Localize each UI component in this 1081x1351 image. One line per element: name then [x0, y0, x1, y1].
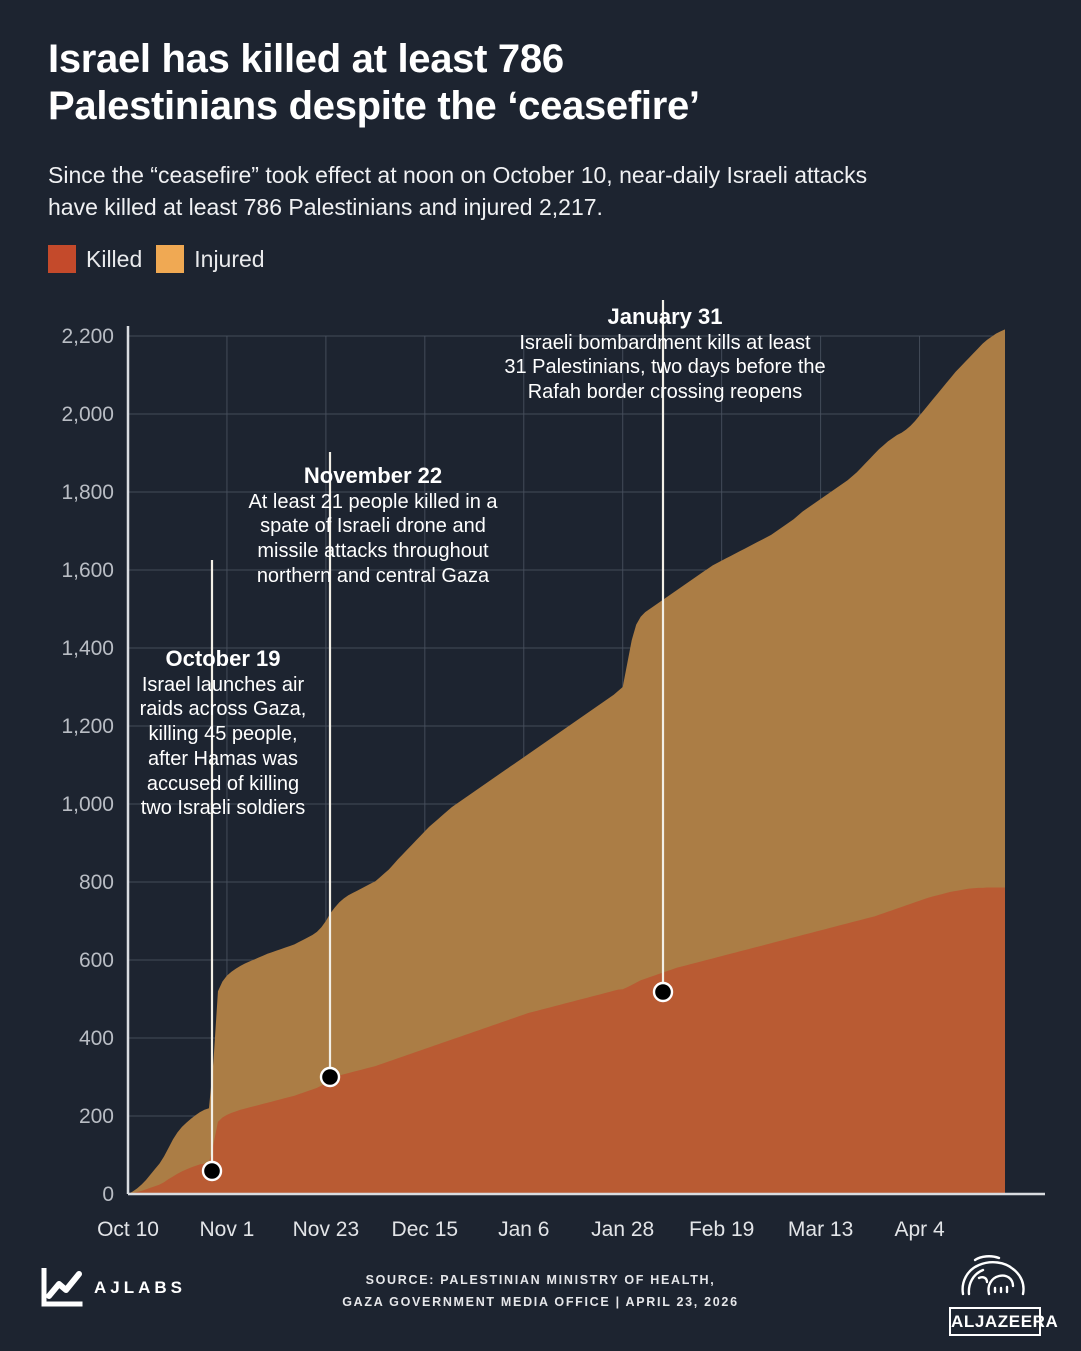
page-subtitle: Since the “ceasefire” took effect at noo…	[48, 162, 868, 220]
annotation-date: November 22	[303, 463, 443, 488]
ajlabs-label: AJLABS	[94, 1278, 187, 1297]
annotation-body: At least 21 people killed in a spate of …	[248, 490, 498, 587]
y-tick-label: 200	[79, 1105, 114, 1128]
legend-swatch-killed	[48, 245, 76, 273]
y-tick-label: 2,000	[61, 403, 114, 426]
y-tick-label: 2,200	[61, 325, 114, 348]
y-tick-label: 1,600	[61, 559, 114, 582]
axis-lines	[126, 326, 1045, 1196]
aljazeera-wordmark: ALJAZEERA	[949, 1307, 1058, 1336]
ajlabs-chart-icon	[41, 1268, 83, 1307]
annotation-marker-dot[interactable]	[652, 981, 674, 1003]
annotation-october-19: October 19 Israel launches air raids acr…	[128, 645, 318, 821]
legend-item-injured[interactable]: Injured	[156, 245, 265, 273]
ajlabs-logo: AJLABS	[40, 1268, 186, 1308]
annotation-body: Israel launches air raids across Gaza, k…	[139, 673, 307, 820]
legend-swatch-injured	[156, 245, 185, 273]
annotation-january-31: January 31 Israeli bombardment kills at …	[470, 303, 860, 405]
x-axis-labels: Oct 10 Nov 1 Nov 23 Dec 15 Jan 6 Jan 28 Feb 19…	[97, 1218, 945, 1241]
page-title: Israel has killed at least 786 Palestini…	[48, 37, 700, 129]
y-tick-label: 600	[79, 949, 114, 972]
annotation-november-22: November 22 At least 21 people killed in…	[238, 462, 508, 589]
annotation-date: January 31	[607, 304, 723, 329]
y-tick-label: 1,200	[61, 715, 114, 738]
footer: AJLABS SOURCE: PALESTINIAN MINISTRY OF H…	[0, 1246, 1081, 1351]
legend-label-killed: Killed	[86, 245, 143, 272]
legend-label-injured: Injured	[194, 245, 265, 272]
source-credit: SOURCE: PALESTINIAN MINISTRY OF HEALTH, …	[342, 1273, 739, 1309]
area-chart: 0 200 400 600 800 1,000 1,200 1,400 1,600 1,800 2,…	[0, 300, 1081, 1260]
x-tick-label: Dec 15	[392, 1218, 459, 1241]
x-tick-label: Nov 1	[200, 1218, 255, 1241]
aljazeera-calligraphy-icon	[961, 1255, 1025, 1296]
y-tick-label: 1,000	[61, 793, 114, 816]
annotation-date: October 19	[165, 646, 281, 671]
legend-item-killed[interactable]: Killed	[48, 245, 142, 273]
x-tick-label: Mar 13	[788, 1218, 853, 1241]
area-series	[128, 329, 1005, 1194]
annotation-markers	[201, 300, 674, 1182]
y-tick-label: 1,400	[61, 637, 114, 660]
y-axis-labels: 0 200 400 600 800 1,000 1,200 1,400 1,600 1,800 2,…	[61, 325, 114, 1206]
area-killed	[128, 887, 1005, 1194]
annotation-marker-dot[interactable]	[319, 1066, 341, 1088]
aljazeera-logo: ALJAZEERA	[949, 1254, 1058, 1336]
chart-svg: 0 200 400 600 800 1,000 1,200 1,400 1,600 1,800 2,…	[61, 300, 1045, 1241]
x-tick-label: Apr 4	[894, 1218, 945, 1241]
x-tick-label: Jan 6	[498, 1218, 549, 1241]
y-tick-label: 0	[102, 1183, 114, 1206]
x-tick-label: Jan 28	[591, 1218, 654, 1241]
annotation-marker-dot[interactable]	[201, 1160, 223, 1182]
y-tick-label: 400	[79, 1027, 114, 1050]
y-tick-label: 800	[79, 871, 114, 894]
x-tick-label: Oct 10	[97, 1218, 159, 1241]
x-tick-label: Nov 23	[293, 1218, 360, 1241]
annotation-body: Israeli bombardment kills at least 31 Pa…	[504, 331, 826, 404]
x-tick-label: Feb 19	[689, 1218, 754, 1241]
y-tick-label: 1,800	[61, 481, 114, 504]
chart-legend: Killed Injured	[48, 245, 265, 273]
